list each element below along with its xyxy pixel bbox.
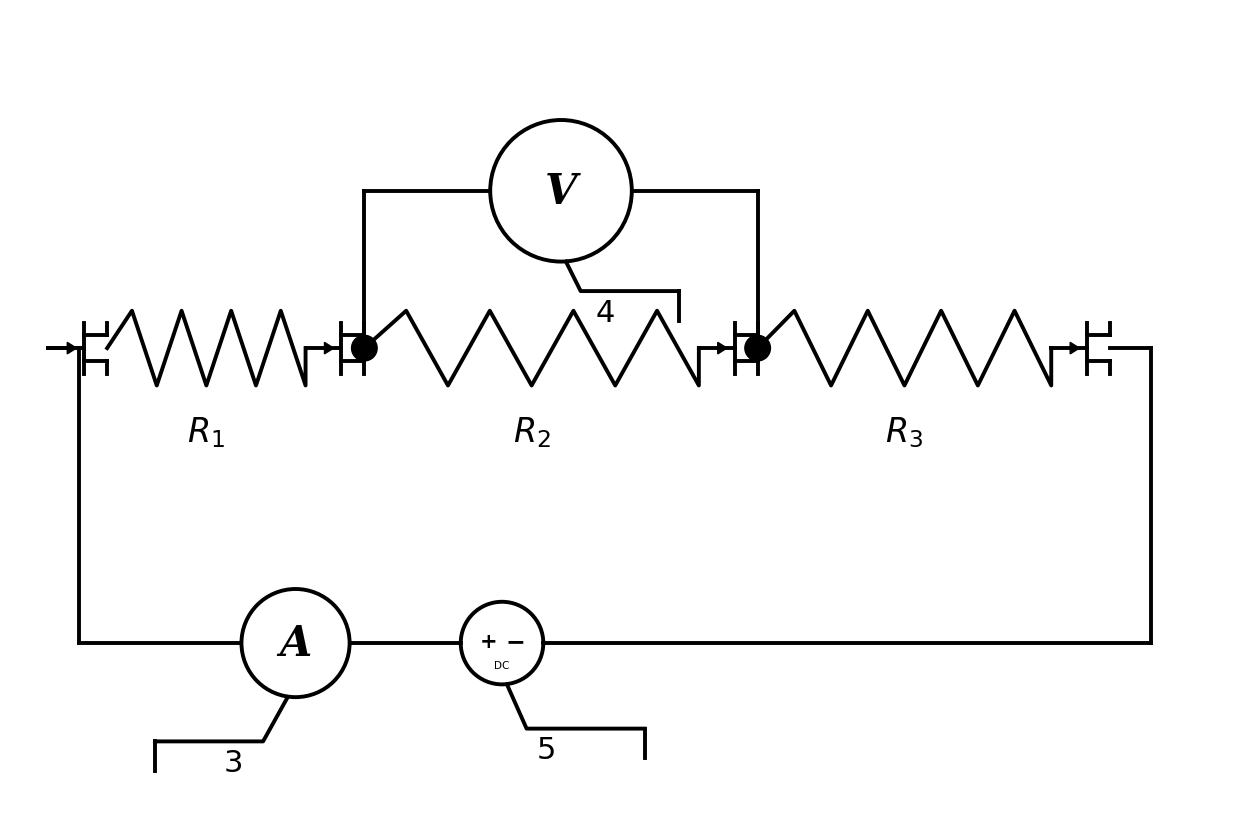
Text: DC: DC <box>495 660 510 670</box>
Polygon shape <box>1070 343 1079 355</box>
Text: 3: 3 <box>223 748 243 777</box>
Text: A: A <box>279 623 311 664</box>
Text: $R_1$: $R_1$ <box>187 415 226 450</box>
Polygon shape <box>325 343 334 355</box>
Text: 4: 4 <box>595 299 615 327</box>
Text: 5: 5 <box>537 735 556 765</box>
Text: $R_3$: $R_3$ <box>885 415 924 450</box>
Text: V: V <box>544 170 577 213</box>
Text: +: + <box>480 631 497 652</box>
Polygon shape <box>718 343 727 355</box>
Polygon shape <box>67 343 77 355</box>
Text: −: − <box>506 629 526 653</box>
Text: $R_2$: $R_2$ <box>512 415 551 450</box>
Circle shape <box>745 336 770 361</box>
Circle shape <box>352 336 377 361</box>
